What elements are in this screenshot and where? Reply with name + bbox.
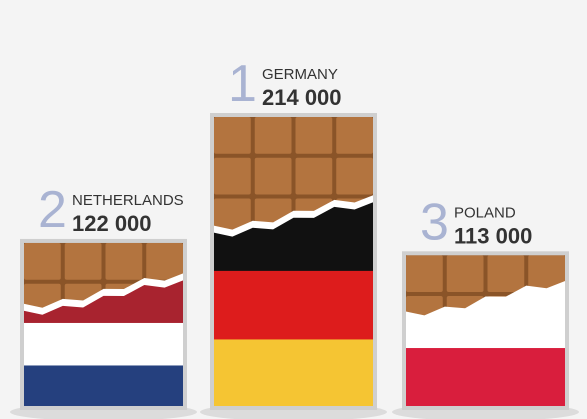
chocolate-piece [254,157,292,195]
chocolate-piece [105,242,143,280]
chocolate-bar: 1 GERMANY 214 000 [200,55,387,419]
flag-stripe [212,339,375,408]
flag-stripe [22,365,185,408]
flag-stripe [404,348,567,408]
rank: 1 [228,55,257,113]
chocolate-piece [406,255,443,293]
chocolate-piece [528,255,565,293]
value-label: 113 000 [454,223,532,248]
chocolate-piece [295,157,333,195]
rank: 3 [420,193,449,251]
chocolate-piece [446,255,484,293]
rank: 2 [38,181,67,239]
bar [210,113,377,410]
flag-stripe [212,270,375,340]
value-label: 214 000 [262,85,342,110]
bar [20,238,187,410]
chocolate-piece [146,242,183,280]
country-name: GERMANY [262,66,338,83]
chocolate-piece [64,242,102,280]
country-name: POLAND [454,204,516,221]
value-label: 122 000 [72,211,152,236]
chocolate-piece [214,117,251,154]
chocolate-piece [214,157,251,195]
chocolate-piece [254,117,292,154]
chocolate-piece [336,157,373,195]
chocolate-piece [295,117,333,154]
chocolate-piece [24,242,61,280]
chocolate-piece [336,117,373,154]
flag-stripe [22,322,185,366]
bar [402,251,569,410]
chocolate-piece [487,255,525,293]
country-name: NETHERLANDS [72,192,184,209]
chocolate-bar: 2 NETHERLANDS 122 000 [10,181,197,419]
chocolate-bar: 3 POLAND 113 000 [392,193,579,419]
